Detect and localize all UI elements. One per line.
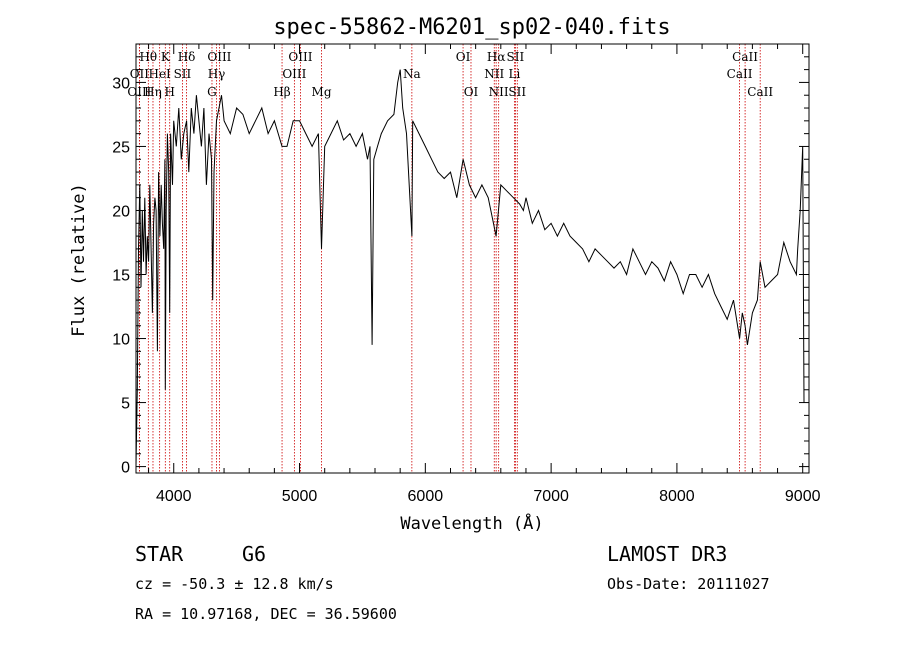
reference-line-label: SII [174,67,192,81]
x-axis-ticks: 4000 5000 6000 7000 8000 9000 [148,44,821,505]
reference-line-label: Mg [312,85,332,99]
reference-line-label: CaII [747,85,773,99]
y-tick-label: 15 [112,268,130,285]
x-tick-label: 8000 [659,488,695,505]
chart-title: spec-55862-M6201_sp02-040.fits [273,15,670,40]
plot-frame [135,43,810,474]
reference-line-label: CaII [732,50,758,64]
reference-line-label: NII [489,85,509,99]
reference-line-label: Hα [487,50,506,64]
reference-line-label: Hγ [208,67,226,81]
reference-line-label: OIII [288,50,312,64]
obs-date-text: Obs-Date: 20111027 [607,575,770,593]
object-class: STAR [135,542,184,566]
reference-line-label: Li [508,67,520,81]
y-tick-label: 5 [121,396,130,413]
reference-line-label: NII [484,67,504,81]
reference-line-label: CaII [727,67,753,81]
reference-line-label: HeI [148,67,171,81]
spectrum-line [135,69,805,467]
reference-line-label: OIII [282,67,306,81]
y-tick-label: 20 [112,203,130,220]
coordinates-text: RA = 10.97168, DEC = 36.59600 [135,605,397,623]
x-tick-label: 9000 [785,488,821,505]
reference-line-label: K [161,50,171,64]
x-tick-label: 7000 [533,488,569,505]
reference-line-label: SII [508,85,526,99]
reference-line-label: OI [464,85,479,99]
x-tick-label: 4000 [156,488,192,505]
reference-line-label: OIII [127,85,151,99]
redshift-text: cz = -50.3 ± 12.8 km/s [135,575,334,593]
y-tick-label: 10 [112,332,130,349]
reference-line-label: Hη [144,85,162,99]
y-tick-label: 30 [112,75,130,92]
y-tick-label: 0 [121,460,130,477]
reference-line-label: Hβ [273,85,290,99]
y-axis-ticks: 0 5 10 15 20 25 30 [112,43,809,477]
reference-line-label: OIII [207,50,231,64]
reference-line-label: OI [456,50,471,64]
object-subclass: G6 [242,542,266,566]
reference-line-label: H [164,85,174,99]
x-tick-label: 5000 [282,488,318,505]
survey-label: LAMOST DR3 [607,542,727,566]
reference-lines [138,44,761,473]
reference-line-label: Na [403,67,421,81]
reference-line-label: Hθ [139,50,157,64]
x-axis-label: Wavelength (Å) [400,512,543,534]
reference-line-label: OII [130,67,150,81]
reference-line-label: Hδ [178,50,196,64]
y-tick-label: 25 [112,139,130,156]
y-axis-label: Flux (relative) [69,183,89,337]
x-tick-label: 6000 [408,488,444,505]
reference-line-label: G [207,85,217,99]
reference-line-label: SII [507,50,525,64]
